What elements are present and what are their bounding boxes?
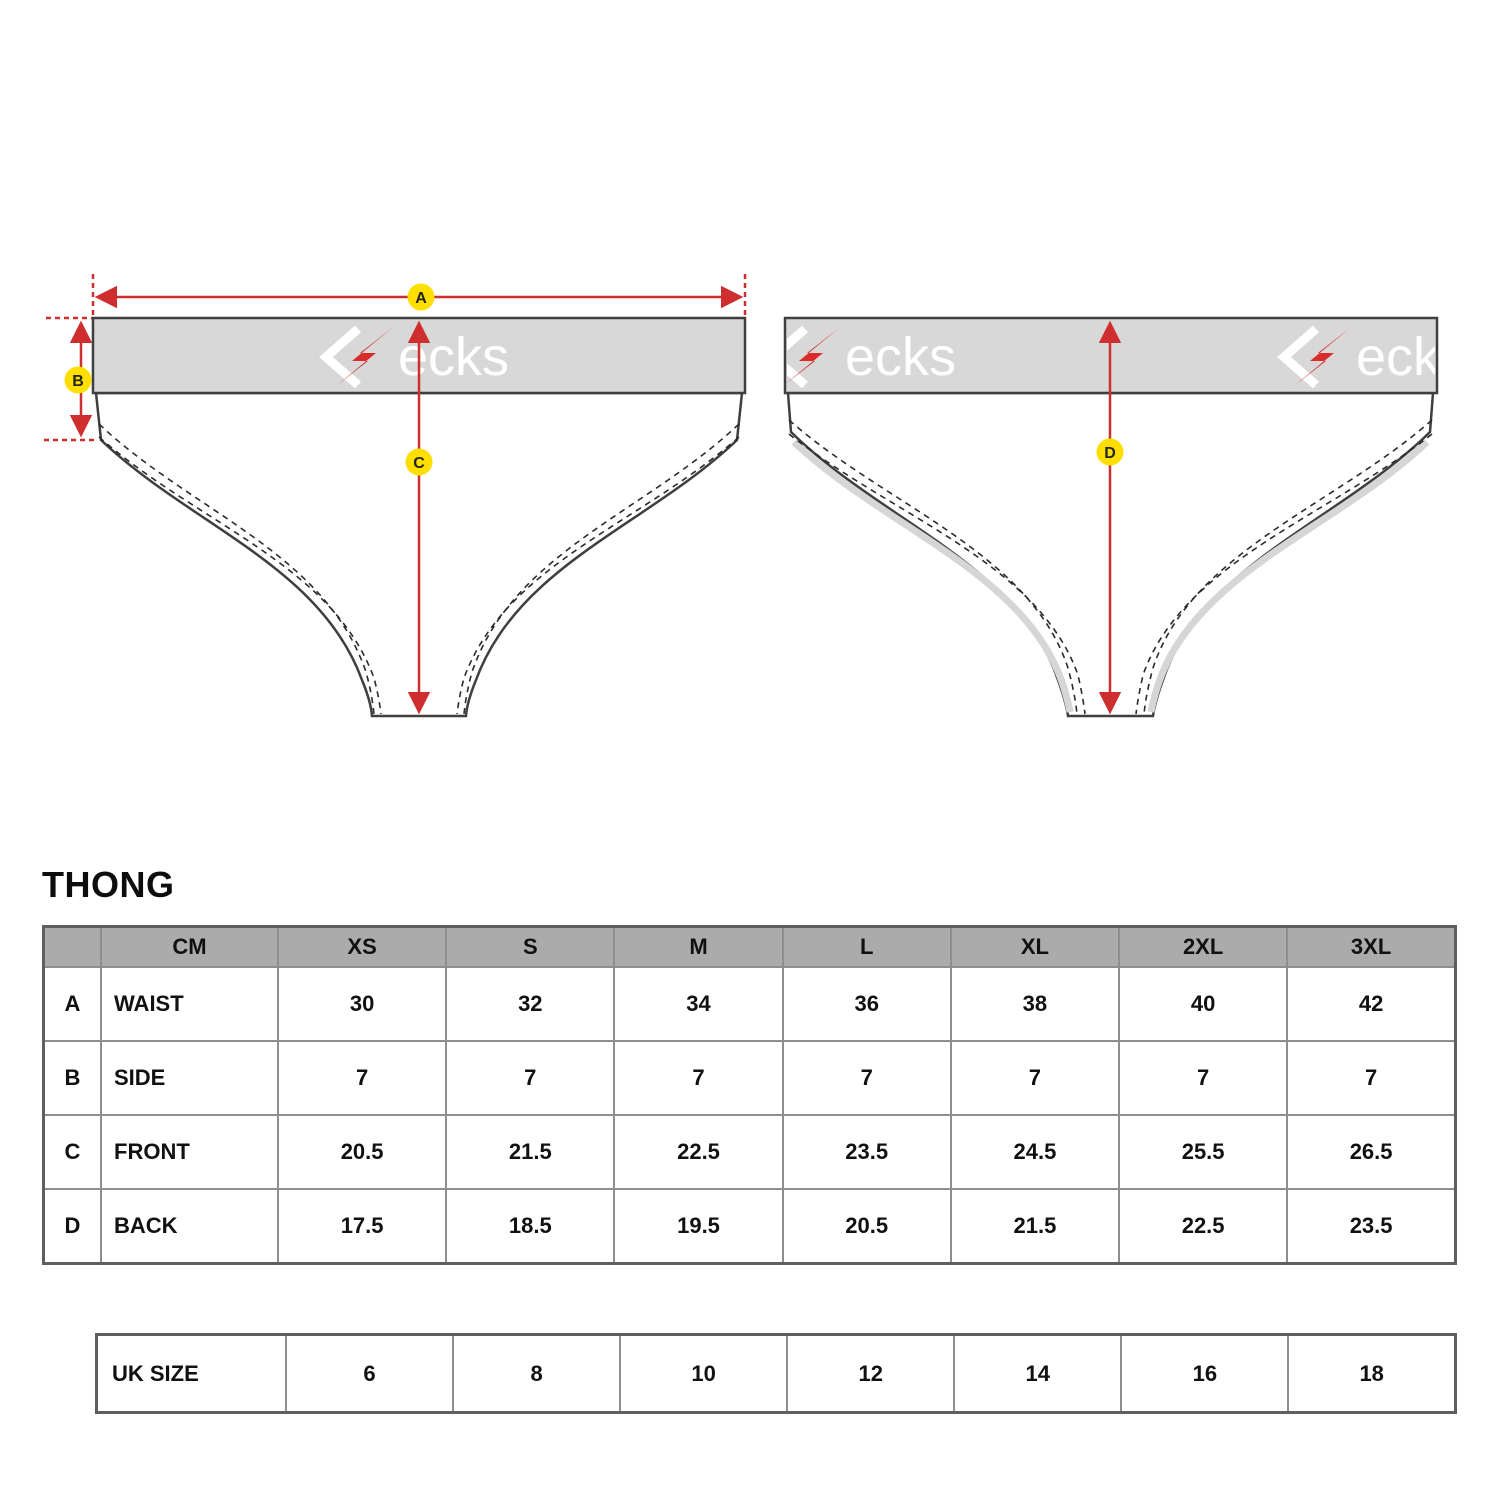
measurement-a: A [91,274,747,316]
measure-value-cell: 21.5 [445,1114,616,1190]
uk-size-value-cell: 12 [786,1333,956,1414]
thong-front-diagram: ecks A B C [44,274,747,718]
stitch-lines-front [98,423,740,715]
measure-value-cell: 42 [1286,966,1457,1042]
measurement-b: B [44,316,98,442]
measure-value-cell: 22.5 [1118,1188,1289,1265]
measure-key-cell: D [42,1188,102,1265]
unit-header-cell: CM [100,925,279,968]
label-c: C [413,455,425,472]
measure-value-cell: 26.5 [1286,1114,1457,1190]
measure-value-cell: 24.5 [949,1114,1121,1190]
size-column-header: 2XL [1118,925,1289,968]
measure-value-cell: 7 [445,1040,616,1116]
measure-value-cell: 19.5 [613,1188,784,1265]
binding-shade [791,439,1430,713]
uk-size-table: UK SIZE 6 8 10 12 14 16 18 [95,1333,1457,1414]
measure-value-cell: 34 [613,966,784,1042]
uk-size-value-cell: 8 [452,1333,622,1414]
uk-size-value-cell: 14 [953,1333,1123,1414]
corner-header-cell [42,925,102,968]
measurement-c: C [405,320,433,715]
stitch-lines-back [788,419,1433,715]
measure-value-cell: 7 [1118,1040,1289,1116]
measure-value-cell: 7 [276,1040,448,1116]
uk-size-value-cell: 16 [1120,1333,1290,1414]
measurement-diagrams: ecks A B C [44,274,1467,718]
size-table-row: D BACK 17.5 18.5 19.5 20.5 21.5 22.5 23.5 [42,1188,1457,1265]
measure-label-cell: SIDE [100,1040,279,1116]
size-table-row: A WAIST 30 32 34 36 38 40 42 [42,966,1457,1042]
label-d-badge [1096,438,1124,466]
kecks-logo: ecks [773,327,956,387]
label-b-badge [64,366,92,394]
size-column-header: S [445,925,616,968]
measure-label-cell: BACK [100,1188,279,1265]
logo-text: ecks [398,327,509,387]
logo-text: ecks [1356,327,1467,387]
measure-value-cell: 23.5 [1286,1188,1457,1265]
label-a: A [415,290,427,307]
size-column-header: XS [276,925,448,968]
label-b: B [72,373,84,390]
size-table-body: A WAIST 30 32 34 36 38 40 42 B SIDE 7 7 7 7 7 7 7 C FRONT 20… [42,966,1457,1265]
label-a-badge [407,283,435,311]
size-table-row: B SIDE 7 7 7 7 7 7 7 [42,1040,1457,1116]
label-d: D [1104,445,1116,462]
measure-value-cell: 20.5 [781,1188,952,1265]
uk-size-value-cell: 6 [284,1333,455,1414]
measure-value-cell: 21.5 [949,1188,1121,1265]
measure-value-cell: 36 [781,966,952,1042]
measure-label-cell: WAIST [100,966,279,1042]
measure-value-cell: 38 [949,966,1121,1042]
measure-value-cell: 32 [445,966,616,1042]
measure-value-cell: 25.5 [1118,1114,1289,1190]
size-column-header: 3XL [1286,925,1457,968]
size-table-row: C FRONT 20.5 21.5 22.5 23.5 24.5 25.5 26.5 [42,1114,1457,1190]
measure-value-cell: 22.5 [613,1114,784,1190]
measure-value-cell: 7 [613,1040,784,1116]
logo-text: ecks [845,327,956,387]
measurement-d: D [1096,320,1124,715]
measure-value-cell: 20.5 [276,1114,448,1190]
measure-value-cell: 40 [1118,966,1289,1042]
uk-size-value-cell: 10 [619,1333,789,1414]
size-column-header: M [613,925,784,968]
label-c-badge [405,448,433,476]
page-title: THONG [42,864,175,905]
uk-size-label-cell: UK SIZE [95,1333,287,1414]
measure-key-cell: C [42,1114,102,1190]
size-table: CM XS S M L XL 2XL 3XL A WAIST 30 32 34 36 38 40 42 B SI… [42,925,1457,1265]
size-column-header: XL [949,925,1121,968]
measure-value-cell: 7 [781,1040,952,1116]
uk-size-row: UK SIZE 6 8 10 12 14 16 18 [95,1333,1457,1414]
kecks-logo: ecks [1284,327,1467,387]
measure-key-cell: B [42,1040,102,1116]
measure-label-cell: FRONT [100,1114,279,1190]
uk-size-value-cell: 18 [1287,1333,1457,1414]
measure-value-cell: 7 [949,1040,1121,1116]
measure-value-cell: 30 [276,966,448,1042]
measure-key-cell: A [42,966,102,1042]
measure-value-cell: 23.5 [781,1114,952,1190]
size-column-header: L [781,925,952,968]
size-table-header-row: CM XS S M L XL 2XL 3XL [42,925,1457,968]
thong-back-diagram: ecks ecks D [773,316,1467,718]
measure-value-cell: 18.5 [445,1188,616,1265]
measure-value-cell: 7 [1286,1040,1457,1116]
measure-value-cell: 17.5 [276,1188,448,1265]
